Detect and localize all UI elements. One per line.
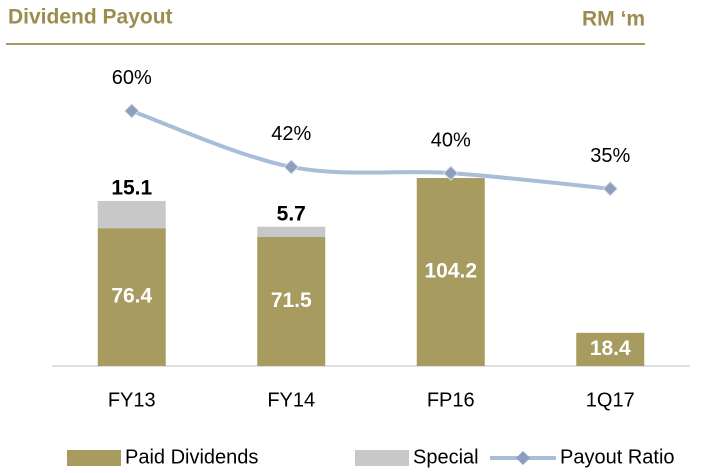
x-tick-label: FY13 xyxy=(108,389,156,411)
bar xyxy=(257,226,326,238)
data-label: 42% xyxy=(271,123,311,145)
data-label: 60% xyxy=(112,67,152,89)
data-label: 15.1 xyxy=(111,176,152,199)
line xyxy=(131,109,611,191)
bar xyxy=(97,200,166,229)
data-label: 35% xyxy=(590,145,630,167)
marker xyxy=(602,181,618,197)
bar xyxy=(97,228,166,366)
x-tick-label: FP16 xyxy=(427,389,475,411)
legend-swatch xyxy=(355,450,409,466)
x-tick-label: FY14 xyxy=(267,389,315,411)
legend-swatch xyxy=(67,450,121,466)
marker xyxy=(283,159,299,175)
legend-label: Paid Dividends xyxy=(125,446,258,468)
bar xyxy=(576,332,645,366)
bar xyxy=(257,237,326,366)
data-label: 71.5 xyxy=(271,289,312,312)
marker xyxy=(124,103,140,119)
data-label: 18.4 xyxy=(590,337,631,360)
data-label: 5.7 xyxy=(277,202,306,225)
marker xyxy=(443,165,459,181)
unit-label: RM ‘m xyxy=(582,8,645,31)
data-label: 76.4 xyxy=(111,285,152,308)
x-tick-label: 1Q17 xyxy=(586,389,635,411)
legend-label: Special xyxy=(413,446,479,468)
legend-label: Payout Ratio xyxy=(560,446,675,468)
legend-marker xyxy=(516,451,530,465)
bar xyxy=(416,178,485,366)
data-label: 104.2 xyxy=(424,260,477,283)
chart-title: Dividend Payout xyxy=(8,6,173,29)
data-label: 40% xyxy=(431,129,471,151)
